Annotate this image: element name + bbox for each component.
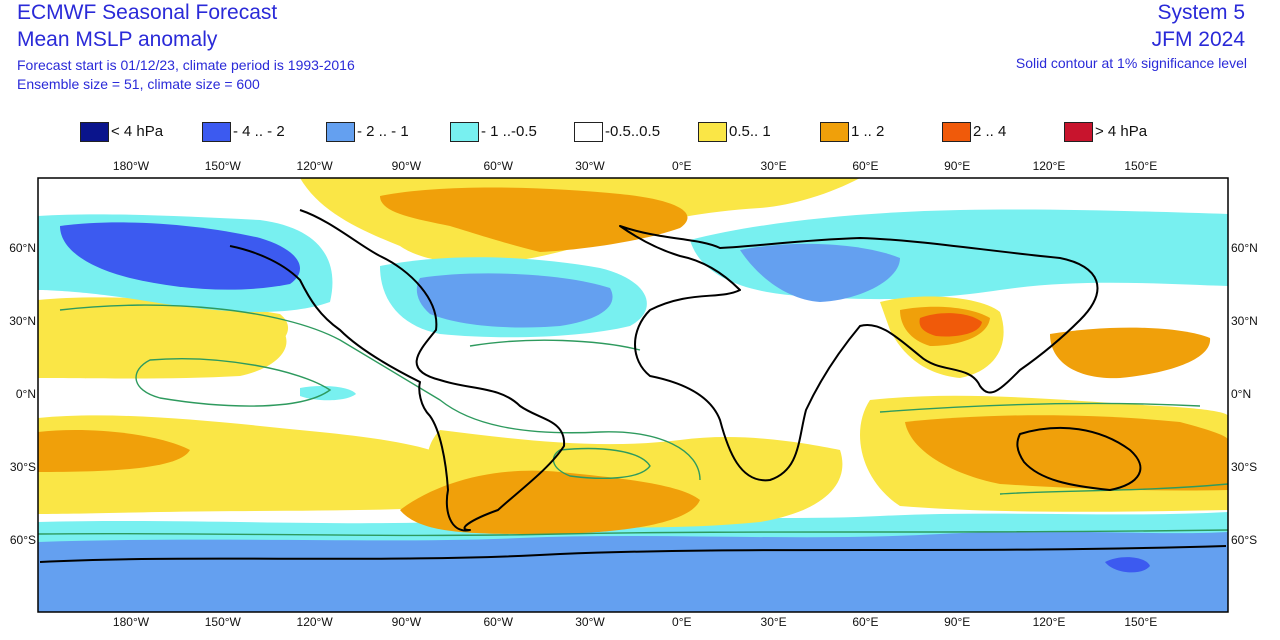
map-field <box>38 178 1228 612</box>
lat-label: 0°N <box>1231 387 1251 401</box>
lat-label: 30°S <box>10 460 36 474</box>
lon-label: 0°E <box>672 615 691 629</box>
lon-label: 30°W <box>575 615 605 629</box>
legend-swatch <box>80 122 109 142</box>
legend-swatch <box>942 122 971 142</box>
lat-label: 60°N <box>1231 241 1258 255</box>
legend-label: 2 .. 4 <box>973 123 1007 140</box>
anomaly-region-antarctic <box>38 531 1228 612</box>
legend-label: < 4 hPa <box>111 123 164 140</box>
anomaly-region-antarctic-strong <box>1105 557 1150 573</box>
anomaly-region-north-atlantic-blue <box>416 273 613 328</box>
significance-contours <box>38 304 1228 537</box>
lat-label: 60°N <box>9 241 36 255</box>
period-label: JFM 2024 <box>1151 28 1245 51</box>
lon-label: 90°W <box>392 615 422 629</box>
lon-label: 120°W <box>297 615 334 629</box>
lat-labels-left: 60°N 30°N 0°N 30°S 60°S <box>9 241 36 547</box>
anomaly-region-tibet-red <box>919 313 982 337</box>
lon-label: 120°E <box>1033 159 1066 173</box>
forecast-info: Forecast start is 01/12/23, climate peri… <box>17 57 355 73</box>
lon-label: 150°W <box>205 159 242 173</box>
lon-label: 180°W <box>113 615 150 629</box>
legend-swatch <box>202 122 231 142</box>
anomaly-region-east-pacific-cyan <box>300 386 356 401</box>
anomaly-region-australia-orange <box>905 415 1228 491</box>
legend-label: 0.5.. 1 <box>729 123 771 140</box>
lon-label: 150°W <box>205 615 242 629</box>
lon-label: 90°E <box>944 159 970 173</box>
lon-label: 30°W <box>575 159 605 173</box>
lat-label: 0°N <box>16 387 36 401</box>
lat-label: 60°S <box>1231 533 1257 547</box>
map-variable: Mean MSLP anomaly <box>17 28 218 51</box>
system-label: System 5 <box>1157 1 1245 24</box>
lon-label: 90°E <box>944 615 970 629</box>
lon-label: 60°W <box>483 615 513 629</box>
lon-label: 0°E <box>672 159 691 173</box>
coastlines <box>39 209 1227 563</box>
lon-label: 60°W <box>483 159 513 173</box>
lon-label: 150°E <box>1124 159 1157 173</box>
lon-label: 150°E <box>1124 615 1157 629</box>
forecast-map: 180°W 150°W 120°W 90°W 60°W 30°W 0°E 30°E 60°E 90… <box>9 159 1258 629</box>
lon-labels-bottom: 180°W 150°W 120°W 90°W 60°W 30°W 0°E 30°E 60°E 90… <box>113 615 1157 629</box>
lon-label: 180°W <box>113 159 150 173</box>
anomaly-region-south-atlantic-orange <box>400 470 700 534</box>
legend-swatch <box>1064 122 1093 142</box>
lon-label: 30°E <box>761 159 787 173</box>
anomaly-region-eurasia-blue <box>740 243 900 302</box>
legend-swatch <box>820 122 849 142</box>
anomaly-region-south-pacific-orange <box>38 430 190 472</box>
legend-swatch <box>326 122 355 142</box>
anomaly-region-west-pacific-orange <box>1050 327 1211 379</box>
anomaly-region-aleutian-blue <box>60 222 300 290</box>
map-frame <box>37 177 1229 613</box>
lon-label: 120°E <box>1033 615 1066 629</box>
anomaly-region-greenland-orange <box>380 187 688 252</box>
lon-label: 30°E <box>761 615 787 629</box>
lon-labels-top: 180°W 150°W 120°W 90°W 60°W 30°W 0°E 30°E 60°E 90… <box>113 159 1157 173</box>
legend-label: -0.5..0.5 <box>605 123 661 140</box>
legend-label: 1 .. 2 <box>851 123 885 140</box>
legend-label: > 4 hPa <box>1095 123 1148 140</box>
lon-label: 90°W <box>392 159 422 173</box>
lat-label: 30°N <box>9 314 36 328</box>
lon-label: 120°W <box>297 159 334 173</box>
legend-swatch <box>574 122 603 142</box>
lat-label: 60°S <box>10 533 36 547</box>
lat-label: 30°S <box>1231 460 1257 474</box>
legend-swatch <box>450 122 479 142</box>
lat-label: 30°N <box>1231 314 1258 328</box>
anomaly-region-east-pacific-yellow <box>38 301 287 379</box>
legend-label: - 2 .. - 1 <box>357 123 409 140</box>
legend-label: - 4 .. - 2 <box>233 123 285 140</box>
legend-swatch <box>698 122 727 142</box>
significance-note: Solid contour at 1% significance level <box>1015 55 1247 71</box>
lon-label: 60°E <box>852 615 878 629</box>
map-title: ECMWF Seasonal Forecast <box>17 1 278 24</box>
lon-label: 60°E <box>852 159 878 173</box>
ensemble-info: Ensemble size = 51, climate size = 600 <box>17 76 260 92</box>
lat-labels-right: 60°N 30°N 0°N 30°S 60°S <box>1231 241 1258 547</box>
legend-label: - 1 ..-0.5 <box>481 123 537 140</box>
